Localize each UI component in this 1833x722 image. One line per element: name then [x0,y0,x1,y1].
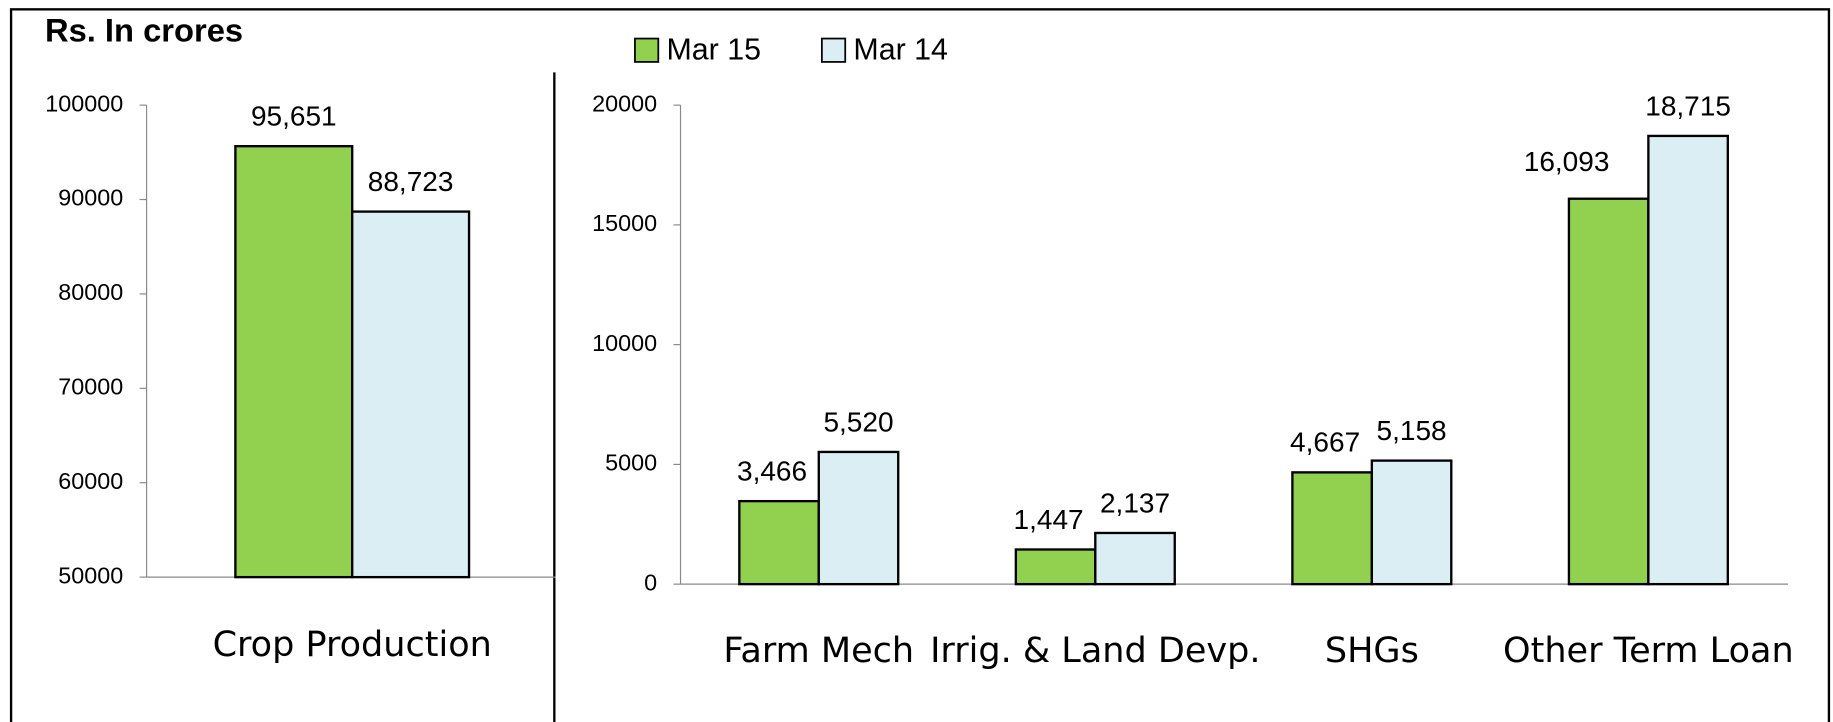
y-tick-label: 80000 [58,279,123,305]
legend-label: Mar 15 [666,33,761,66]
legend-swatch [634,37,660,63]
x-tick-label: Other Term Loan [1503,630,1794,671]
bar [1567,197,1650,586]
bar [234,145,354,579]
y-tick-label: 20000 [592,90,657,116]
data-label: 5,520 [823,406,893,437]
bar [817,450,900,586]
y-tick-label: 15000 [592,210,657,236]
data-label: 3,466 [737,455,807,486]
legend-label: Mar 14 [853,33,948,66]
data-label: 5,158 [1377,415,1447,446]
y-tick-label: 60000 [58,468,123,494]
data-label: 1,447 [1014,504,1084,535]
data-label: 18,715 [1645,90,1731,121]
x-tick-label: Crop Production [213,624,492,665]
data-label: 95,651 [251,101,337,132]
data-label: 4,667 [1290,427,1360,458]
bar [351,210,471,579]
y-tick-label: 70000 [58,374,123,400]
y-tick-label: 90000 [58,185,123,211]
bar [1291,471,1374,586]
chart-title: Rs. In crores [45,11,243,48]
x-tick-label: SHGs [1325,630,1419,671]
legend-swatch [820,37,847,63]
y-tick-label: 5000 [605,450,657,476]
x-tick-label: Irrig. & Land Devp. [930,630,1260,671]
bar [1370,459,1453,586]
bar [1094,531,1176,586]
data-label: 2,137 [1100,487,1170,518]
data-label: 88,723 [368,166,454,197]
y-tick-label: 100000 [45,90,123,116]
bar [1014,548,1097,586]
bar [1647,134,1729,586]
bar [738,499,820,586]
y-tick-label: 0 [644,569,657,595]
x-tick-label: Farm Mech [723,630,914,671]
y-tick-label: 10000 [592,330,657,356]
data-label: 16,093 [1524,146,1610,177]
frame [9,8,1831,722]
y-tick-label: 50000 [58,562,123,588]
